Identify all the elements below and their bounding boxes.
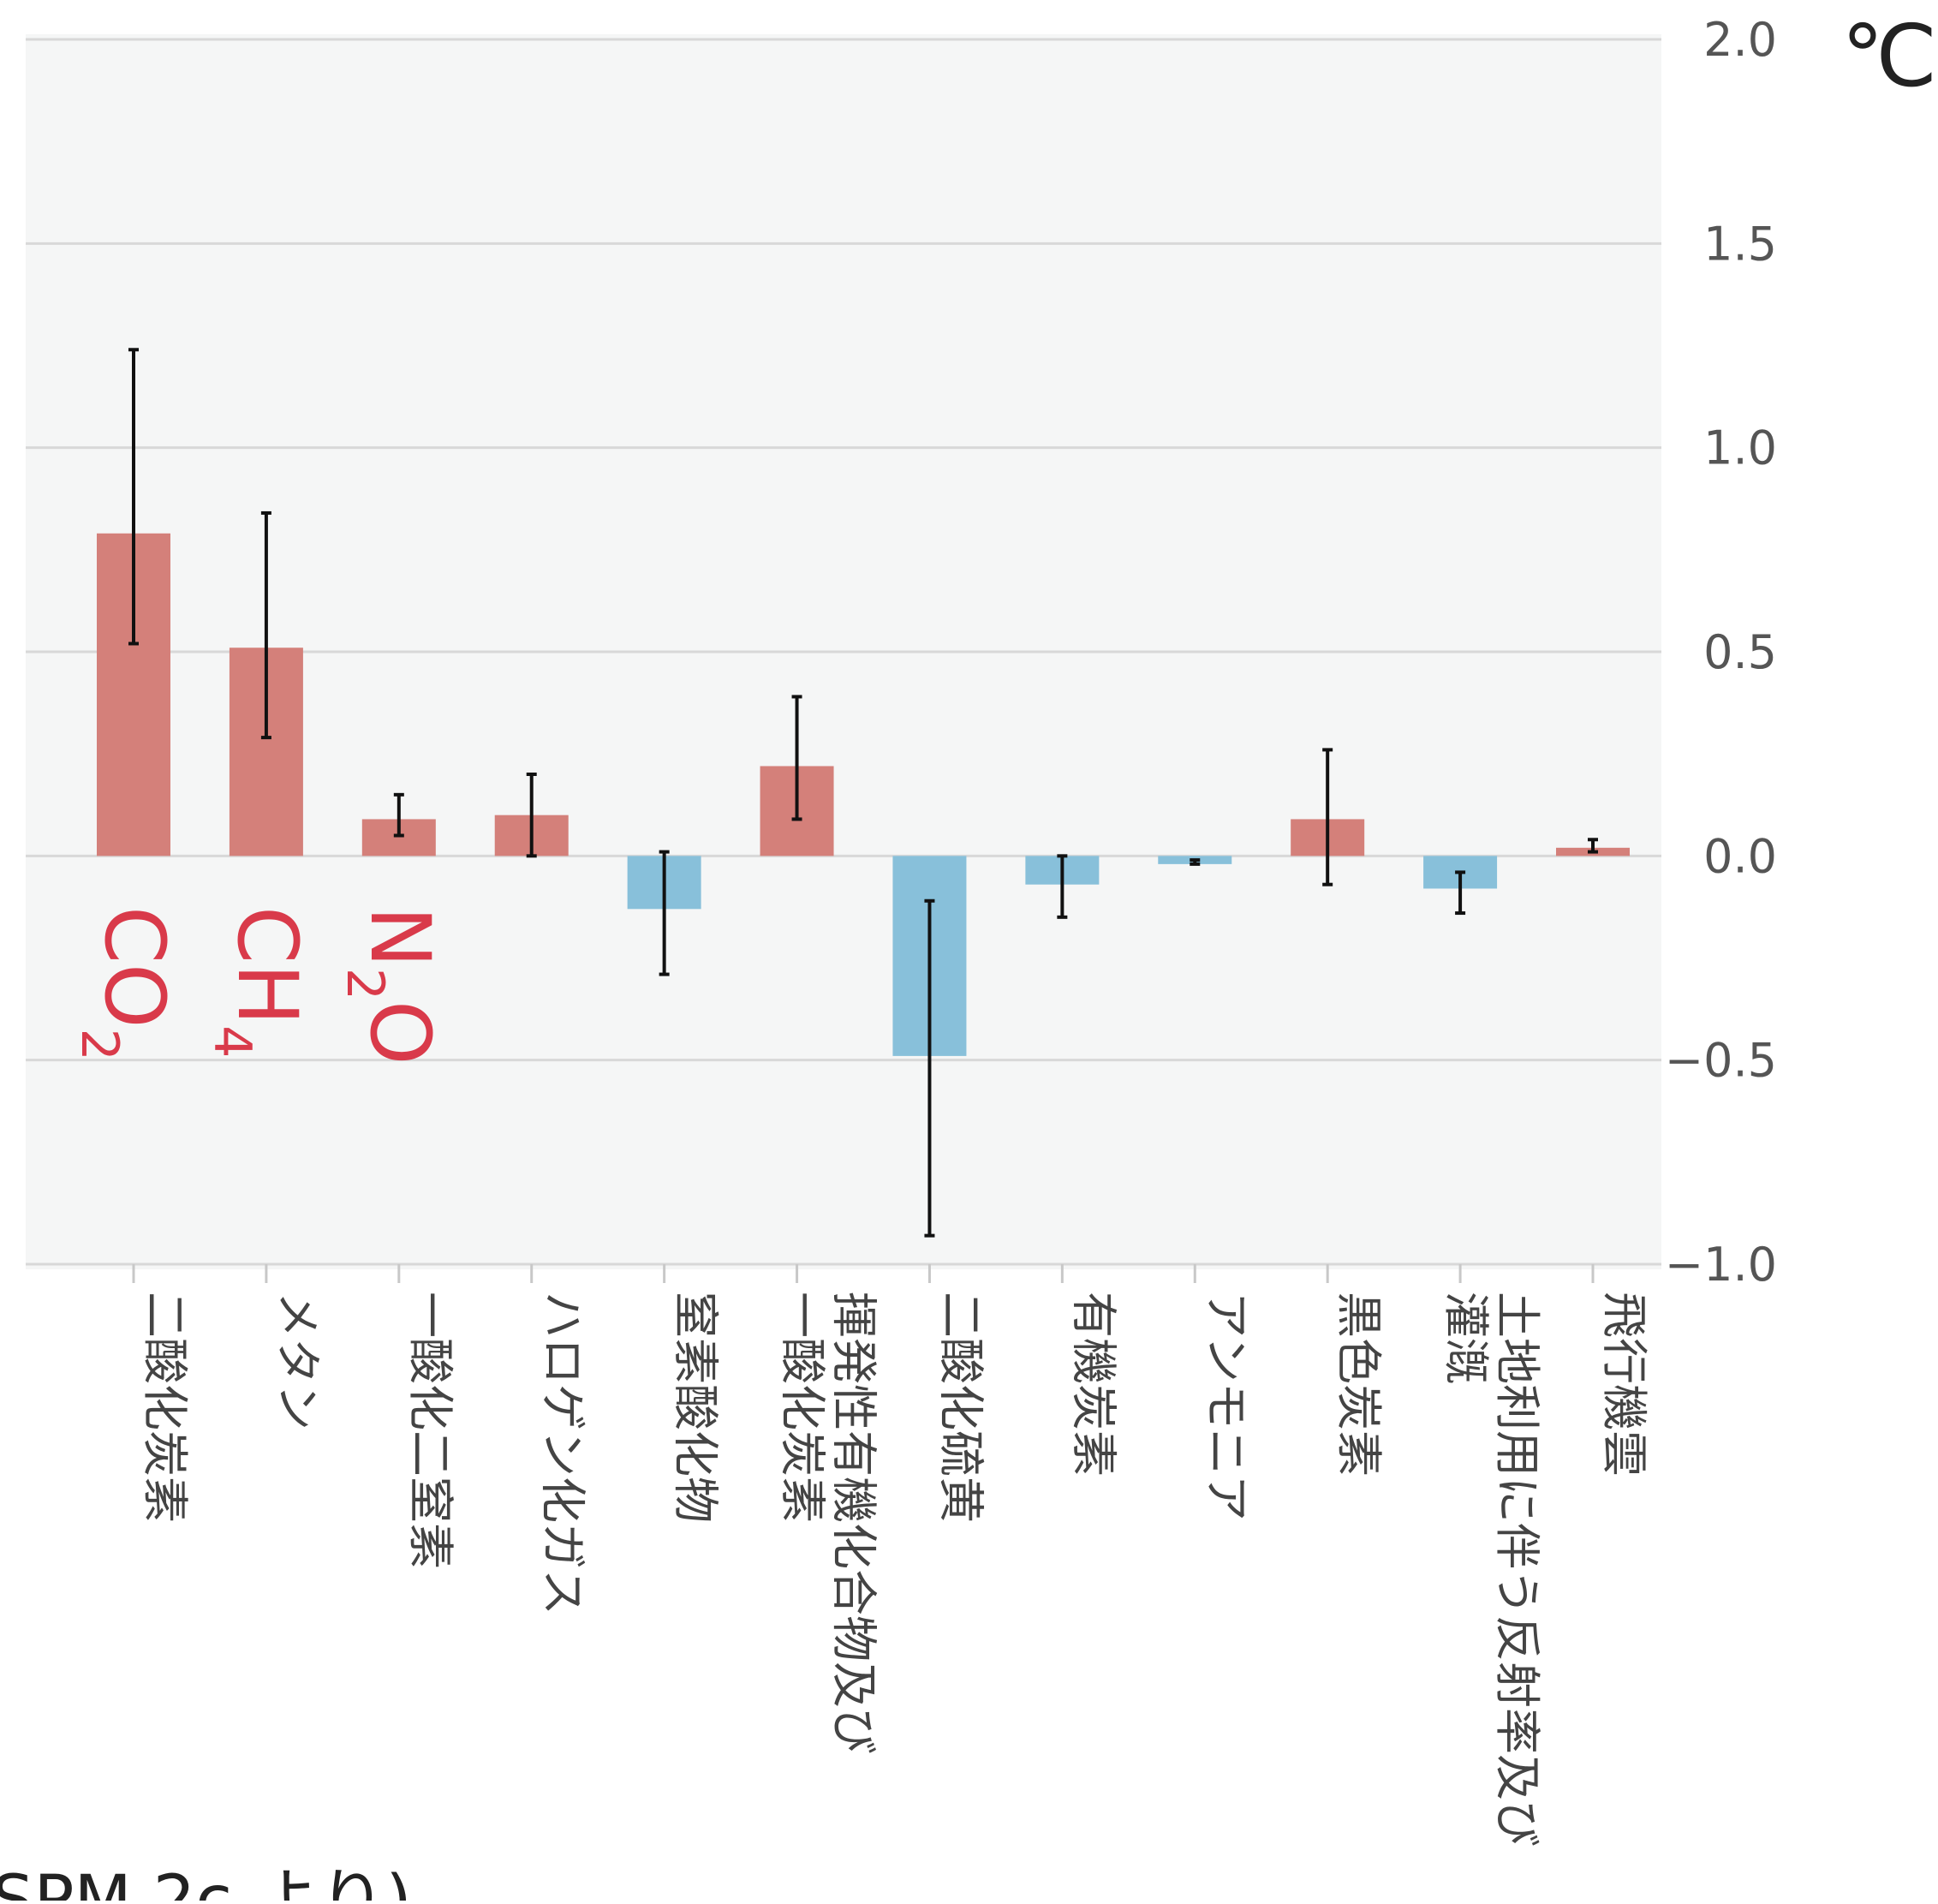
category-label: 灌漑 bbox=[1439, 1292, 1493, 1384]
formula-tail: O bbox=[352, 1000, 448, 1065]
y-tick-label: 1.5 bbox=[1703, 217, 1777, 271]
y-tick-label: −1.0 bbox=[1665, 1238, 1777, 1292]
category-label: 土地利用に伴う反射率及び bbox=[1490, 1292, 1544, 1847]
y-tick-label: 0.0 bbox=[1703, 829, 1777, 883]
category-label: 有機炭素 bbox=[1066, 1292, 1120, 1477]
y-tick-label: 2.0 bbox=[1703, 13, 1777, 67]
formula-subscript: 2 bbox=[69, 1029, 129, 1061]
category-label: アンモニア bbox=[1199, 1292, 1253, 1521]
category-label: 飛行機雲 bbox=[1597, 1292, 1651, 1477]
y-tick-label: 1.0 bbox=[1703, 421, 1777, 475]
category-label: 二酸化硫黄 bbox=[933, 1292, 987, 1523]
y-tick-label: −0.5 bbox=[1665, 1034, 1777, 1088]
formula-subscript: 4 bbox=[202, 1025, 262, 1058]
formula-subscript: 2 bbox=[335, 968, 395, 1000]
category-label: 一酸化二窒素 bbox=[403, 1292, 457, 1569]
y-tick-label: 0.5 bbox=[1703, 625, 1777, 679]
category-label: 二酸化炭素 bbox=[138, 1292, 192, 1523]
category-label: 一酸化炭素 bbox=[776, 1292, 830, 1523]
unit-label: ℃ bbox=[1841, 6, 1937, 106]
category-label: 揮発性有機化合物及び bbox=[827, 1292, 881, 1754]
category-label: メタン bbox=[271, 1292, 325, 1430]
category-label: 黒色炭素 bbox=[1332, 1292, 1386, 1477]
source-note: SPM.2c より) bbox=[0, 1862, 412, 1901]
category-label: 窒素酸化物 bbox=[669, 1292, 723, 1523]
category-label: ハロゲン化ガス bbox=[536, 1292, 590, 1615]
